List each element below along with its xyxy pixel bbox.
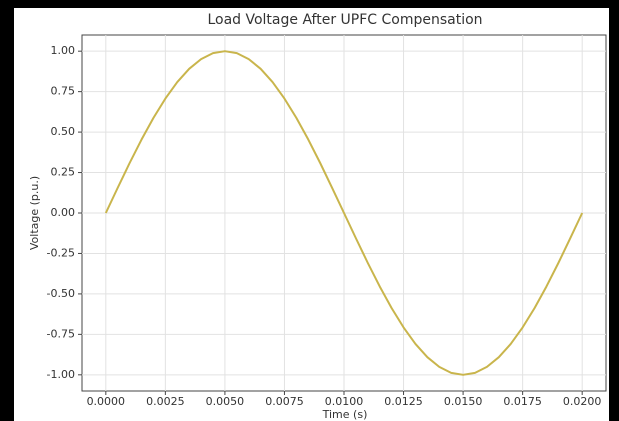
y-tick-label: 0.50 — [51, 125, 76, 138]
y-tick-label: 1.00 — [51, 44, 76, 57]
y-axis-label: Voltage (p.u.) — [28, 176, 41, 250]
x-tick-label: 0.0175 — [503, 395, 542, 408]
x-tick-label: 0.0100 — [325, 395, 364, 408]
y-tick-label: 0.00 — [51, 206, 76, 219]
x-tick-label: 0.0200 — [563, 395, 602, 408]
y-tick-label: -0.50 — [47, 287, 75, 300]
x-tick-label: 0.0025 — [146, 395, 185, 408]
chart-title: Load Voltage After UPFC Compensation — [207, 12, 482, 28]
y-tick-label: -0.25 — [47, 246, 75, 259]
x-tick-label: 0.0000 — [87, 395, 126, 408]
x-tick-label: 0.0150 — [444, 395, 483, 408]
y-tick-label: -1.00 — [47, 368, 75, 381]
x-axis-label: Time (s) — [322, 408, 368, 421]
y-tick-label: 0.25 — [51, 166, 76, 179]
line — [104, 50, 584, 376]
x-tick-label: 0.0075 — [265, 395, 304, 408]
y-tick-label: -0.75 — [47, 327, 75, 340]
y-tick-label: 0.75 — [51, 85, 76, 98]
x-tick-label: 0.0125 — [384, 395, 423, 408]
x-tick-label: 0.0050 — [206, 395, 245, 408]
